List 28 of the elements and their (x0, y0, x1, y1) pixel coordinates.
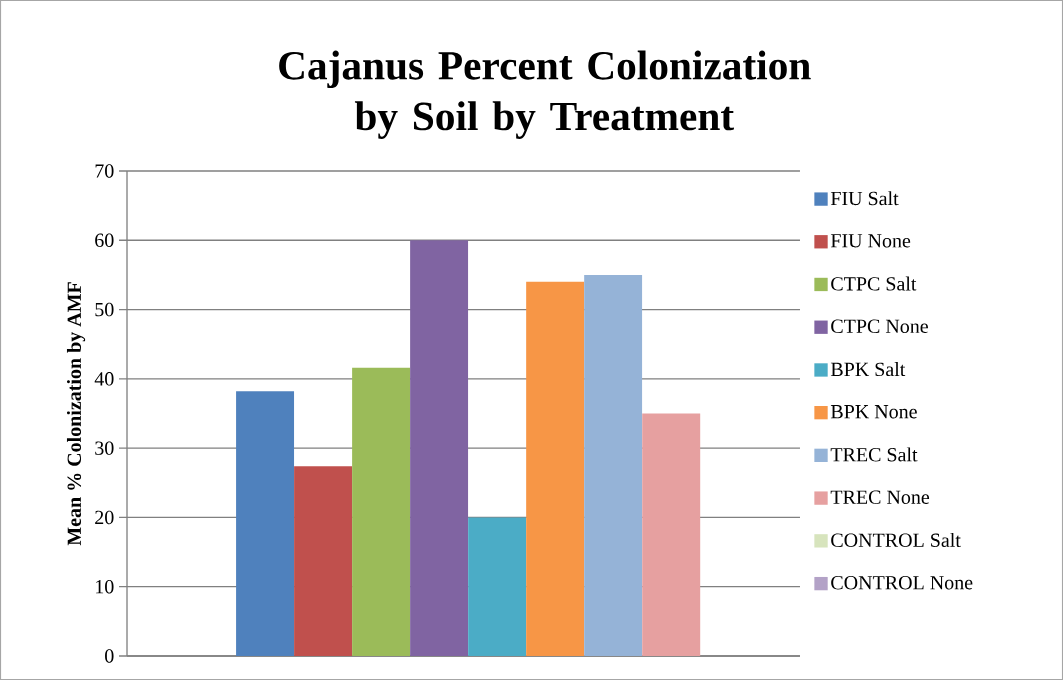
y-tick-label: 70 (95, 164, 114, 178)
y-tick-label: 20 (95, 510, 114, 525)
y-axis-title: Mean % Colonization by AMF (66, 282, 86, 546)
legend-label: FIU Salt (830, 191, 899, 206)
legend-label: TREC None (830, 490, 930, 504)
bar (294, 466, 353, 656)
legend-label: CTPC Salt (831, 276, 917, 291)
y-tick-label: 40 (94, 372, 114, 386)
y-tick-label: 60 (95, 233, 114, 248)
y-tick-label: 50 (95, 302, 114, 317)
legend-label: TREC Salt (830, 447, 918, 462)
legend-label: CONTROL None (831, 576, 973, 590)
bar (584, 274, 643, 656)
bar (526, 281, 585, 656)
bar (352, 367, 411, 656)
legend-label: CTPC None (831, 319, 928, 334)
y-tick-label: 0 (105, 649, 114, 663)
bar (410, 240, 469, 656)
bar (468, 517, 527, 656)
legend-label: BPK Salt (830, 362, 906, 377)
chart-title: Cajanus Percent Colonization by Soil by Treatment (279, 50, 811, 139)
y-tick-label: 30 (95, 441, 114, 455)
legend-label: CONTROL Salt (831, 532, 961, 547)
bar (642, 413, 701, 656)
y-tick-label: 10 (96, 579, 114, 594)
bar (236, 391, 295, 656)
legend-label: FIU None (830, 234, 911, 248)
legend-label: BPK None (830, 405, 917, 419)
